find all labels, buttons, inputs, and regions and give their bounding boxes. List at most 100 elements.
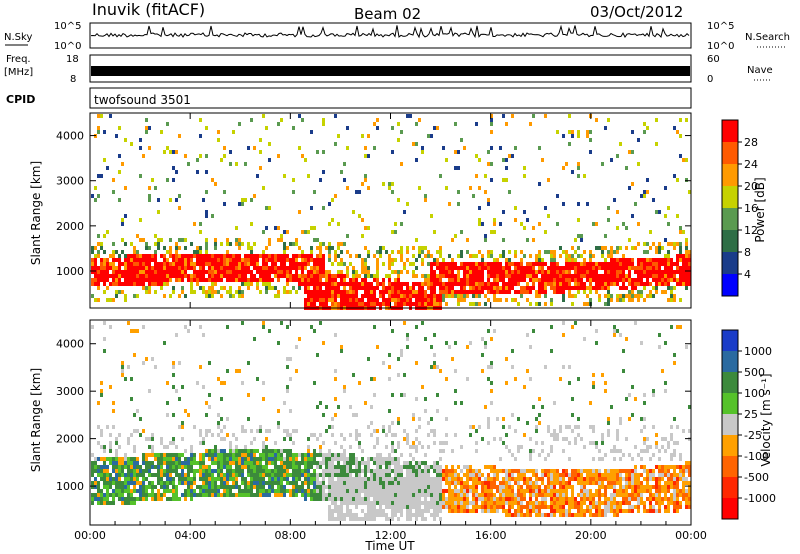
heatmap-cell [583, 485, 586, 489]
heatmap-cell [580, 505, 583, 509]
heatmap-cell [163, 445, 166, 449]
heatmap-cell [685, 246, 688, 250]
heatmap-cell [385, 501, 388, 505]
heatmap-cell [130, 262, 133, 266]
heatmap-cell [358, 497, 361, 501]
heatmap-cell [157, 493, 160, 497]
heatmap-cell [184, 461, 187, 465]
heatmap-cell [667, 206, 670, 210]
heatmap-cell [247, 453, 250, 457]
heatmap-cell [205, 433, 208, 437]
heatmap-cell [406, 437, 409, 441]
heatmap-cell [433, 258, 436, 262]
heatmap-cell [541, 262, 544, 266]
heatmap-cell [160, 497, 163, 501]
heatmap-cell [424, 461, 427, 465]
heatmap-cell [313, 294, 316, 298]
heatmap-cell [661, 262, 664, 266]
heatmap-cell [109, 449, 112, 453]
heatmap-cell [433, 282, 436, 286]
heatmap-cell [184, 266, 187, 270]
heatmap-cell [271, 258, 274, 262]
heatmap-cell [112, 258, 115, 262]
heatmap-cell [283, 242, 286, 246]
heatmap-cell [202, 198, 205, 202]
heatmap-cell [556, 222, 559, 226]
heatmap-cell [685, 242, 688, 246]
heatmap-cell [127, 282, 130, 286]
heatmap-cell [457, 477, 460, 481]
heatmap-cell [397, 457, 400, 461]
heatmap-cell [91, 481, 94, 485]
heatmap-cell [217, 377, 220, 381]
heatmap-cell [667, 282, 670, 286]
heatmap-cell [274, 441, 277, 445]
heatmap-cell [415, 142, 418, 146]
heatmap-cell [562, 134, 565, 138]
heatmap-cell [307, 290, 310, 294]
heatmap-cell [358, 302, 361, 306]
heatmap-cell [466, 497, 469, 501]
heatmap-cell [676, 258, 679, 262]
heatmap-cell [244, 198, 247, 202]
heatmap-cell [202, 262, 205, 266]
heatmap-cell [196, 250, 199, 254]
heatmap-cell [352, 266, 355, 270]
heatmap-cell [103, 258, 106, 262]
heatmap-cell [235, 477, 238, 481]
heatmap-cell [592, 469, 595, 473]
heatmap-cell [118, 270, 121, 274]
heatmap-cell [592, 262, 595, 266]
heatmap-cell [355, 481, 358, 485]
heatmap-cell [394, 290, 397, 294]
heatmap-cell [523, 274, 526, 278]
heatmap-cell [511, 473, 514, 477]
heatmap-cell [283, 437, 286, 441]
heatmap-cell [613, 333, 616, 337]
heatmap-cell [586, 302, 589, 306]
heatmap-cell [331, 294, 334, 298]
heatmap-cell [382, 425, 385, 429]
heatmap-cell [595, 118, 598, 122]
heatmap-cell [565, 501, 568, 505]
heatmap-cell [568, 270, 571, 274]
heatmap-cell [286, 282, 289, 286]
heatmap-cell [388, 453, 391, 457]
heatmap-cell [334, 286, 337, 290]
heatmap-cell [118, 198, 121, 202]
heatmap-cell [508, 481, 511, 485]
heatmap-cell [613, 198, 616, 202]
heatmap-cell [586, 497, 589, 501]
heatmap-cell [469, 270, 472, 274]
heatmap-cell [439, 485, 442, 489]
heatmap-cell [313, 477, 316, 481]
heatmap-cell [265, 286, 268, 290]
heatmap-cell [121, 485, 124, 489]
heatmap-cell [307, 485, 310, 489]
heatmap-cell [217, 461, 220, 465]
heatmap-cell [289, 377, 292, 381]
heatmap-cell [523, 210, 526, 214]
heatmap-cell [217, 425, 220, 429]
heatmap-cell [265, 489, 268, 493]
heatmap-cell [586, 266, 589, 270]
heatmap-cell [169, 294, 172, 298]
heatmap-cell [202, 278, 205, 282]
heatmap-cell [478, 469, 481, 473]
heatmap-cell [457, 150, 460, 154]
heatmap-cell [529, 453, 532, 457]
heatmap-cell [631, 266, 634, 270]
heatmap-cell [145, 242, 148, 246]
heatmap-cell [580, 238, 583, 242]
heatmap-cell [172, 493, 175, 497]
heatmap-cell [400, 513, 403, 517]
heatmap-cell [130, 457, 133, 461]
heatmap-cell [265, 266, 268, 270]
heatmap-cell [148, 461, 151, 465]
colorbar-tick-label: 16 [744, 202, 758, 215]
heatmap-cell [583, 493, 586, 497]
heatmap-cell [316, 477, 319, 481]
heatmap-cell [391, 393, 394, 397]
heatmap-cell [577, 501, 580, 505]
heatmap-cell [430, 345, 433, 349]
